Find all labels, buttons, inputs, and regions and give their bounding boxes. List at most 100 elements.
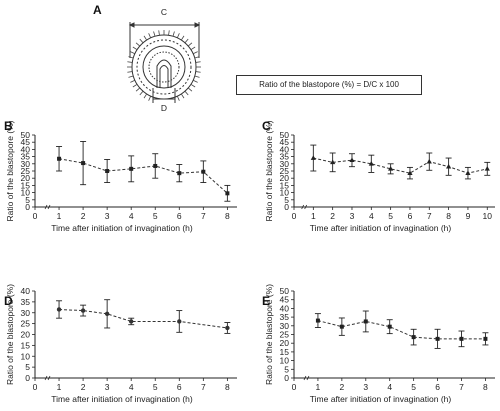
embryo-ray bbox=[180, 35, 185, 41]
y-tick-label: 40 bbox=[280, 303, 290, 313]
embryo-ray bbox=[139, 38, 144, 44]
embryo-ray bbox=[194, 56, 200, 59]
x-tick-label: 2 bbox=[330, 211, 335, 221]
y-axis-label: Ratio of the blastopore (%) bbox=[264, 120, 274, 221]
y-tick-label: 40 bbox=[21, 286, 31, 296]
embryo-ray bbox=[148, 33, 152, 39]
x-tick-label: 7 bbox=[201, 382, 206, 392]
embryo-ray bbox=[132, 83, 138, 88]
data-point bbox=[81, 161, 86, 166]
x-tick-label: 4 bbox=[129, 211, 134, 221]
y-tick-label: 40 bbox=[21, 144, 31, 154]
panel-letter-a: A bbox=[93, 3, 102, 17]
embryo-ray bbox=[194, 75, 200, 78]
panel-letter: D bbox=[4, 294, 13, 308]
data-point bbox=[435, 336, 440, 341]
x-tick-label: 1 bbox=[316, 382, 321, 392]
data-point bbox=[225, 325, 230, 331]
data-point bbox=[57, 156, 62, 161]
embryo-drawing-icon bbox=[128, 22, 201, 103]
x-axis-label: Time after initiation of invagination (h… bbox=[51, 223, 193, 233]
x-tick-label: 5 bbox=[411, 382, 416, 392]
x-tick-label: 5 bbox=[153, 382, 158, 392]
y-tick-label: 5 bbox=[284, 364, 289, 374]
embryo-ray bbox=[132, 46, 138, 51]
x-tick-label: 8 bbox=[225, 211, 230, 221]
x-tick-label: 4 bbox=[129, 382, 134, 392]
data-point bbox=[128, 319, 134, 324]
x-tick-label: 3 bbox=[363, 382, 368, 392]
embryo-ray bbox=[184, 38, 189, 44]
panel-letter: C bbox=[262, 119, 271, 133]
y-tick-label: 30 bbox=[21, 308, 31, 318]
embryo-ray bbox=[130, 51, 136, 55]
data-point bbox=[105, 169, 110, 173]
x-tick-label: 6 bbox=[435, 382, 440, 392]
x-tick-label: 2 bbox=[81, 382, 86, 392]
x-axis-label: Time after initiation of invagination (h… bbox=[51, 394, 193, 404]
embryo-ray bbox=[184, 90, 189, 96]
embryo-ray bbox=[190, 83, 196, 88]
y-tick-label: 30 bbox=[280, 321, 290, 331]
embryo-ray bbox=[168, 30, 170, 36]
panel-letter: E bbox=[262, 294, 270, 308]
y-tick-label: 35 bbox=[280, 312, 290, 322]
y-tick-label: 30 bbox=[21, 159, 31, 169]
data-point bbox=[349, 157, 355, 162]
data-point bbox=[368, 161, 374, 166]
embryo-ray bbox=[187, 42, 193, 47]
y-tick-label: 50 bbox=[280, 286, 290, 296]
embryo-ray bbox=[128, 75, 134, 78]
y-tick-label: 20 bbox=[280, 338, 290, 348]
embryo-ray bbox=[180, 93, 185, 99]
x-tick-label: 5 bbox=[388, 211, 393, 221]
x-axis-label: Time after initiation of invagination (h… bbox=[310, 223, 452, 233]
x-tick-label: 10 bbox=[483, 211, 493, 221]
y-axis-label: Ratio of the blastopore (%) bbox=[5, 284, 15, 385]
data-point bbox=[315, 318, 320, 323]
x-tick-label: 0 bbox=[292, 382, 297, 392]
y-tick-label: 5 bbox=[284, 195, 289, 205]
embryo-ray bbox=[153, 31, 156, 37]
y-tick-label: 45 bbox=[280, 295, 290, 305]
panel-letter: B bbox=[4, 119, 13, 133]
label-c-bg bbox=[156, 6, 172, 18]
x-tick-label: 9 bbox=[466, 211, 471, 221]
embryo-ray bbox=[130, 79, 136, 83]
data-point bbox=[129, 166, 134, 171]
y-tick-label: 15 bbox=[280, 347, 290, 357]
data-point bbox=[177, 319, 182, 324]
x-tick-label: 6 bbox=[177, 382, 182, 392]
x-tick-label: 1 bbox=[57, 382, 62, 392]
embryo-ray bbox=[127, 71, 133, 73]
label-d: D bbox=[161, 103, 167, 113]
y-tick-label: 0 bbox=[25, 202, 30, 212]
y-tick-label: 0 bbox=[284, 373, 289, 383]
y-tick-label: 20 bbox=[21, 330, 31, 340]
y-axis-label: Ratio of the blastopore (%) bbox=[5, 120, 15, 221]
x-tick-label: 8 bbox=[483, 382, 488, 392]
y-tick-label: 0 bbox=[25, 373, 30, 383]
x-tick-label: 6 bbox=[408, 211, 413, 221]
data-point bbox=[426, 158, 432, 164]
x-tick-label: 8 bbox=[225, 382, 230, 392]
x-tick-label: 0 bbox=[292, 211, 297, 221]
x-tick-label: 4 bbox=[387, 382, 392, 392]
x-tick-label: 0 bbox=[33, 382, 38, 392]
axis-break-icon bbox=[44, 204, 51, 210]
embryo-ray bbox=[127, 61, 133, 63]
data-point bbox=[465, 170, 471, 175]
embryo-ray bbox=[135, 87, 141, 92]
formula-box: Ratio of the blastopore (%) = D/C x 100 bbox=[236, 75, 422, 95]
embryo-ray bbox=[176, 33, 180, 39]
embryo-ray bbox=[190, 46, 196, 51]
data-point bbox=[411, 335, 416, 340]
embryo-ray bbox=[143, 35, 148, 41]
y-tick-label: 15 bbox=[280, 180, 290, 190]
x-tick-label: 6 bbox=[177, 211, 182, 221]
y-tick-label: 5 bbox=[25, 195, 30, 205]
